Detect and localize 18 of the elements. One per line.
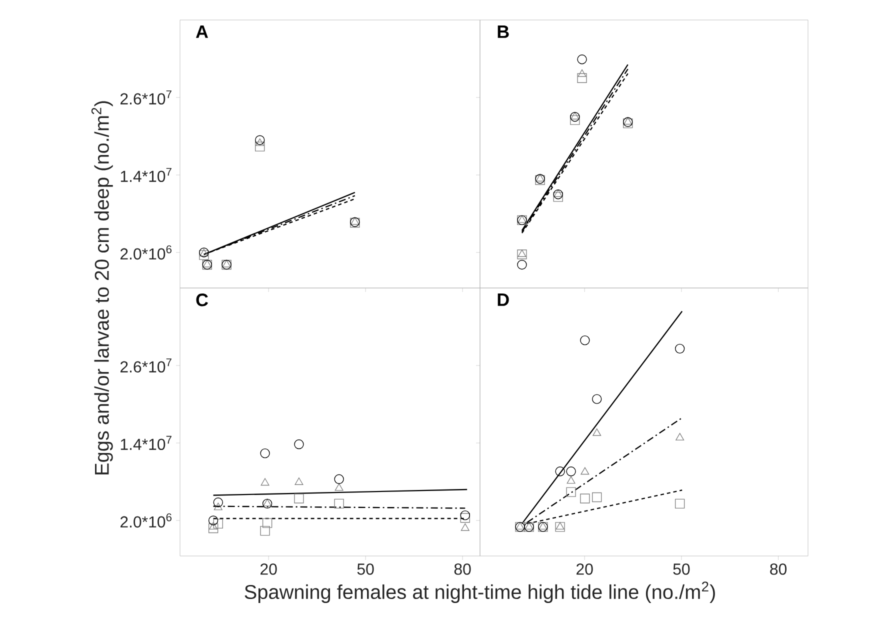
y-tick-label: 1.4*10$^{7}$ [120, 168, 172, 182]
chart-title: D [498, 294, 509, 306]
x-tick-label: 50 [357, 564, 374, 575]
x-tick-label: 20 [260, 564, 277, 575]
chart-title: C [196, 294, 208, 306]
y-tick-label: 2.6*10$^{7}$ [120, 90, 172, 105]
x-tick-label: 80 [770, 564, 787, 575]
y-axis-title: Eggs and/or larvae to 20 cm deep (no./m$^{2}$) [91, 101, 113, 474]
y-tick-label: 2.0*10$^{6}$ [120, 245, 172, 260]
y-tick-label: 2.6*10$^{7}$ [120, 358, 172, 373]
y-tick-label: 2.0*10$^{6}$ [120, 513, 172, 528]
y-tick-label: 1.4*10$^{7}$ [120, 436, 172, 450]
x-tick-label: 50 [673, 564, 690, 575]
x-tick-label: 80 [454, 564, 471, 575]
x-axis-title: Spawning females at night-time high tide line (no./m$^{2}$) [244, 582, 715, 604]
chart-title: A [196, 26, 208, 38]
x-tick-label: 20 [576, 564, 593, 575]
chart-title: B [498, 26, 509, 38]
